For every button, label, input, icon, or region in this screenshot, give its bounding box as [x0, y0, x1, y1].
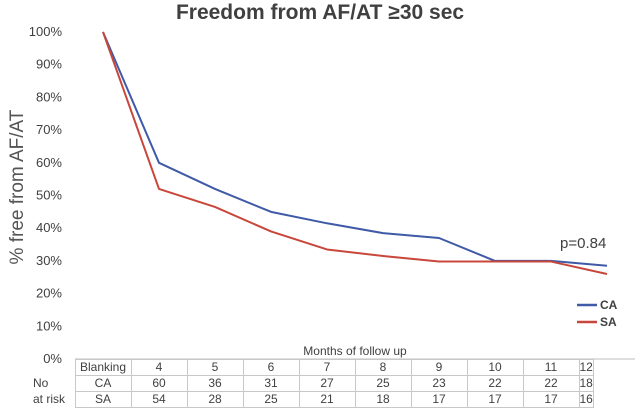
chart-title: Freedom from AF/AT ≥30 sec	[175, 1, 465, 24]
p-value-annotation: p=0.84	[560, 235, 606, 252]
y-tick-label: 40%	[36, 220, 62, 235]
risk-cell: 16	[578, 391, 594, 408]
legend-label-ca: CA	[600, 298, 618, 312]
risk-label-at-risk: at risk	[33, 392, 66, 406]
risk-cell: 17	[410, 391, 468, 408]
risk-row-name: SA	[74, 391, 132, 408]
risk-header-cell: 6	[242, 359, 300, 376]
risk-header-cell: 12	[578, 359, 594, 376]
risk-cell: 17	[522, 391, 580, 408]
risk-cell: 54	[130, 391, 188, 408]
legend: CA SA	[577, 298, 618, 329]
risk-cell: 18	[354, 391, 412, 408]
risk-header-cell: 11	[522, 359, 580, 376]
risk-cell: 25	[242, 391, 300, 408]
risk-cell: 22	[466, 375, 524, 392]
risk-header-cell: 9	[410, 359, 468, 376]
risk-cell: 21	[298, 391, 356, 408]
series-line-ca	[102, 31, 608, 267]
risk-table-header-row: Blanking 4 5 6 7 8 9 10 11 12	[29, 359, 594, 376]
risk-cell: 18	[578, 375, 594, 392]
y-tick-label: 20%	[36, 286, 62, 301]
risk-table-row-sa: at risk SA 54 28 25 21 18 17 17 17 16	[29, 391, 594, 408]
risk-cell: 36	[186, 375, 244, 392]
risk-cell: 25	[354, 375, 412, 392]
y-tick-label: 80%	[36, 89, 62, 104]
risk-label-no: No	[33, 376, 49, 390]
risk-cell: 28	[186, 391, 244, 408]
risk-cell: 31	[242, 375, 300, 392]
risk-header-cell: 4	[130, 359, 188, 376]
risk-table-row-ca: No CA 60 36 31 27 25 23 22 22 18	[29, 375, 594, 392]
risk-cell: 22	[522, 375, 580, 392]
risk-header-cell: 5	[186, 359, 244, 376]
risk-cell: 60	[130, 375, 188, 392]
risk-cell: 17	[466, 391, 524, 408]
y-tick-label: 90%	[36, 57, 62, 72]
y-tick-label: 100%	[29, 24, 63, 39]
y-tick-label: 0%	[43, 351, 62, 366]
y-tick-label: 10%	[36, 318, 62, 333]
risk-cell: 27	[298, 375, 356, 392]
x-axis-label: Months of follow up	[303, 344, 407, 358]
y-tick-label: 30%	[36, 253, 62, 268]
legend-label-sa: SA	[600, 315, 617, 329]
risk-row-name: CA	[74, 375, 132, 392]
y-tick-label: 50%	[36, 188, 62, 203]
risk-header-cell: Blanking	[74, 359, 132, 376]
y-axis-ticks: 0% 10% 20% 30% 40% 50% 60% 70% 80% 90% 100%	[29, 24, 63, 366]
y-tick-label: 60%	[36, 155, 62, 170]
risk-header-cell: 8	[354, 359, 412, 376]
risk-header-cell: 10	[466, 359, 524, 376]
risk-cell: 23	[410, 375, 468, 392]
y-tick-label: 70%	[36, 122, 62, 137]
series-line-sa	[102, 31, 608, 275]
risk-header-cell: 7	[298, 359, 356, 376]
number-at-risk-table: Blanking 4 5 6 7 8 9 10 11 12 No CA 60 3…	[29, 359, 594, 408]
series-lines	[102, 31, 608, 275]
